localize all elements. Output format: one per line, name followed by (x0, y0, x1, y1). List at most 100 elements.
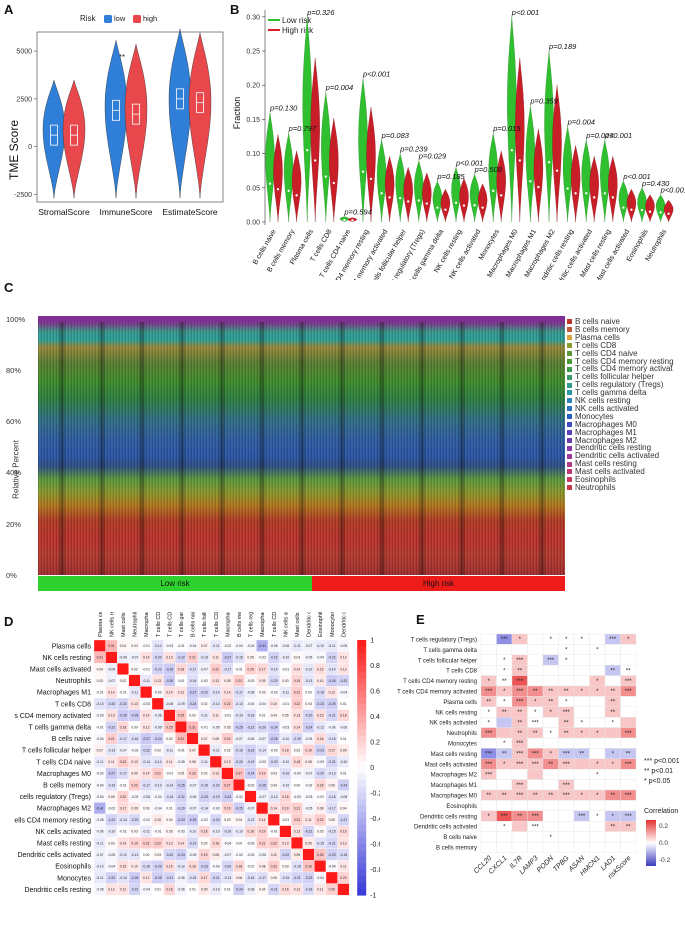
colorbar-step (357, 805, 367, 813)
significance-mark: * (550, 731, 553, 737)
p-value: p=0.797 (288, 124, 317, 133)
significance-mark: * (503, 658, 506, 664)
heatmap-cell (267, 813, 280, 826)
heatmap-value: -0.23 (200, 795, 208, 799)
legend-swatch (567, 398, 572, 404)
colorbar-tick: 0.8 (370, 663, 380, 670)
heatmap-cell (589, 654, 606, 666)
heatmap-value: -0.06 (177, 888, 185, 892)
heatmap-value: -0.07 (305, 644, 313, 648)
legend-label: Macrophages M2 (575, 435, 637, 445)
heatmap-value: -0.02 (235, 795, 243, 799)
p-value: p<0.001 (511, 8, 539, 17)
legend-swatch (567, 374, 572, 380)
heatmap-value: -0.24 (247, 772, 255, 776)
heatmap-value: -0.25 (177, 783, 185, 787)
heatmap-value: 0.08 (305, 760, 312, 764)
heatmap-value: -0.04 (247, 644, 255, 648)
median-high-risk (648, 210, 652, 213)
panel-d-column-labels: Plasma cells NK cells resting Mast cells a… (98, 612, 348, 637)
stacked-bars-sample-columns (38, 316, 565, 575)
heatmap-value: -0.07 (108, 679, 116, 683)
heatmap-value: -0.04 (96, 737, 104, 741)
heatmap-value: 0.18 (120, 725, 127, 729)
heatmap-cell (604, 737, 621, 749)
significance-mark: ** (548, 689, 553, 695)
heatmap-value: 0.12 (329, 691, 336, 695)
heatmap-value: -0.17 (189, 667, 197, 671)
row-label: Macrophages M1 (37, 690, 91, 697)
heatmap-value: -0.21 (328, 714, 336, 718)
heatmap-value: -0.21 (340, 818, 348, 822)
row-label: Mast cells resting (431, 752, 477, 758)
heatmap-value: 0.01 (259, 714, 266, 718)
median-low-risk (306, 148, 309, 152)
heatmap-value: -0.14 (154, 760, 162, 764)
heatmap-value: -0.01 (270, 830, 278, 834)
significance-mark: ** (517, 720, 522, 726)
heatmap-cell (527, 675, 544, 687)
heatmap-value: 0.13 (224, 760, 231, 764)
heatmap-value: -0.05 (177, 760, 185, 764)
significance-mark: ** (610, 668, 615, 674)
heatmap-value: -0.27 (142, 737, 150, 741)
legend-swatch (567, 414, 572, 420)
heatmap-cell (589, 841, 606, 853)
heatmap-value: -0.15 (282, 876, 290, 880)
heatmap-cell (527, 779, 544, 791)
heatmap-value: 0.01 (155, 888, 162, 892)
heatmap-value: -0.10 (282, 737, 290, 741)
heatmap-value: -0.07 (258, 795, 266, 799)
heatmap-cell (542, 779, 559, 791)
row-label: cells regulatory (Tregs) (20, 794, 91, 801)
heatmap-value: -0.02 (270, 691, 278, 695)
p-value: p<0.001 (455, 158, 483, 167)
heatmap-value: -0.20 (212, 818, 220, 822)
heatmap-value: 0.18 (213, 841, 220, 845)
colorbar-step (357, 729, 367, 737)
row-label: Eosinophils (55, 864, 91, 871)
panel-e-row-labels: T cells regulatory (Tregs) T cells gamma … (397, 638, 478, 852)
heatmap-cell (221, 767, 234, 780)
ytick-label: 20% (6, 519, 22, 529)
significance-mark: * (519, 637, 522, 643)
colorbar-step (357, 659, 367, 666)
panel-b-legend: Low risk High risk (268, 16, 314, 35)
heatmap-value: -0.09 (108, 667, 116, 671)
heatmap-value: -0.04 (154, 795, 162, 799)
heatmap-value: -0.26 (119, 714, 127, 718)
heatmap-cell (573, 800, 590, 811)
heatmap-cell (542, 820, 559, 832)
heatmap-cell (558, 665, 575, 676)
heatmap-value: 0.15 (166, 865, 173, 869)
heatmap-value: 0.03 (143, 807, 150, 811)
heatmap-value: -0.02 (96, 772, 104, 776)
row-label: T cells CD4 memory activated (397, 690, 477, 696)
heatmap-cell (480, 779, 497, 791)
heatmap-value: 0.10 (155, 818, 162, 822)
heatmap-cell (620, 779, 637, 791)
heatmap-value: -0.16 (166, 795, 174, 799)
violin-high-risk (663, 199, 674, 223)
heatmap-value: -0.24 (177, 853, 185, 857)
heatmap-value: -0.03 (96, 714, 104, 718)
heatmap-value: -0.27 (189, 691, 197, 695)
heatmap-value: -0.25 (258, 783, 266, 787)
heatmap-cell (511, 841, 528, 853)
violin-low (104, 40, 128, 199)
legend-label: Macrophages M0 (575, 419, 637, 429)
colorbar-step (357, 812, 367, 820)
legend-label: B cells memory (575, 324, 630, 334)
heatmap-value: -0.15 (316, 841, 324, 845)
heatmap-value: -0.04 (258, 702, 266, 706)
panel-label-e: E (416, 612, 425, 627)
stacked-bars-shading (38, 316, 565, 575)
heatmap-value: -0.02 (142, 818, 150, 822)
heatmap-cell (337, 883, 350, 896)
median-low-risk (585, 192, 588, 195)
heatmap-cell (291, 837, 303, 849)
ytick-label: 100% (6, 314, 26, 324)
heatmap-value: -0.05 (340, 644, 348, 648)
row-label: T cells follicular helper (418, 658, 477, 664)
